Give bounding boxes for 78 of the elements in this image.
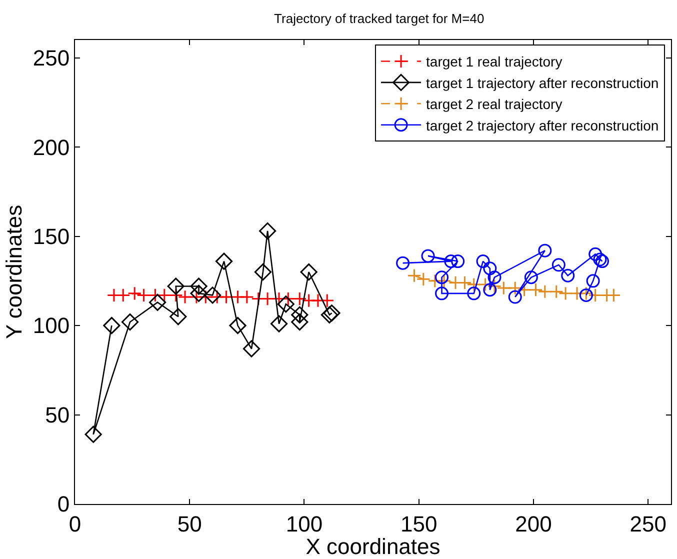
legend-label: target 1 real trajectory [426, 54, 562, 70]
point [84, 426, 102, 443]
point [444, 254, 458, 268]
y-tick-label: 250 [32, 46, 70, 71]
point [291, 306, 308, 324]
y-tick-label: 50 [45, 402, 70, 428]
legend-label: target 2 real trajectory [426, 96, 562, 112]
point [292, 292, 307, 306]
point [190, 284, 208, 302]
point [229, 316, 246, 334]
point [190, 278, 208, 295]
point [198, 290, 213, 304]
point [538, 284, 552, 299]
point [435, 270, 449, 284]
point [270, 315, 288, 332]
x-tick-label: 250 [630, 511, 666, 536]
point [524, 270, 538, 284]
point [487, 279, 502, 294]
point [552, 258, 566, 272]
point [508, 281, 522, 296]
y-axis-title: Y coordinates [2, 204, 27, 340]
point [148, 294, 166, 311]
point [277, 296, 294, 313]
point [240, 290, 254, 304]
point [508, 290, 522, 304]
point [178, 290, 192, 304]
point [466, 277, 481, 292]
legend-label: target 2 trajectory after reconstruction [426, 117, 659, 134]
x-tick-label: 50 [177, 511, 202, 536]
point [416, 272, 430, 286]
x-tick-label: 200 [515, 511, 552, 536]
point [242, 340, 260, 358]
point [517, 282, 532, 297]
point [528, 282, 543, 297]
point [259, 222, 276, 240]
point [561, 268, 575, 282]
point [538, 244, 552, 258]
point [496, 281, 511, 296]
y-tick-label: 150 [32, 224, 70, 250]
point [136, 288, 151, 302]
point [396, 256, 410, 270]
point [300, 263, 318, 281]
point [549, 284, 564, 299]
point [437, 274, 452, 288]
point [476, 254, 490, 268]
point [121, 313, 139, 331]
point [170, 308, 187, 326]
point [588, 288, 602, 302]
point [215, 252, 233, 270]
point [478, 277, 492, 292]
point [586, 274, 600, 288]
point [167, 278, 184, 295]
x-axis-title: X coordinates [306, 534, 440, 559]
point [320, 294, 334, 308]
point [451, 254, 465, 268]
point [435, 286, 449, 300]
point [558, 286, 573, 300]
point [488, 270, 502, 284]
point [483, 283, 497, 297]
point [291, 313, 308, 331]
point [588, 247, 602, 261]
point [254, 263, 272, 281]
point [483, 262, 497, 276]
legend-label: target 1 trajectory after reconstruction [426, 74, 659, 91]
point [168, 288, 183, 302]
point [204, 286, 222, 304]
y-tick-label: 100 [32, 313, 70, 338]
point [407, 268, 422, 283]
point [103, 316, 120, 334]
point [219, 290, 234, 304]
y-tick-label: 200 [32, 134, 70, 160]
x-tick-label: 150 [400, 511, 438, 536]
point [467, 286, 481, 300]
point [421, 249, 435, 263]
y-tick-label: 0 [57, 492, 70, 517]
point [128, 286, 142, 300]
x-tick-label: 100 [286, 511, 323, 536]
chart-title: Trajectory of tracked target for M=40 [274, 11, 484, 26]
